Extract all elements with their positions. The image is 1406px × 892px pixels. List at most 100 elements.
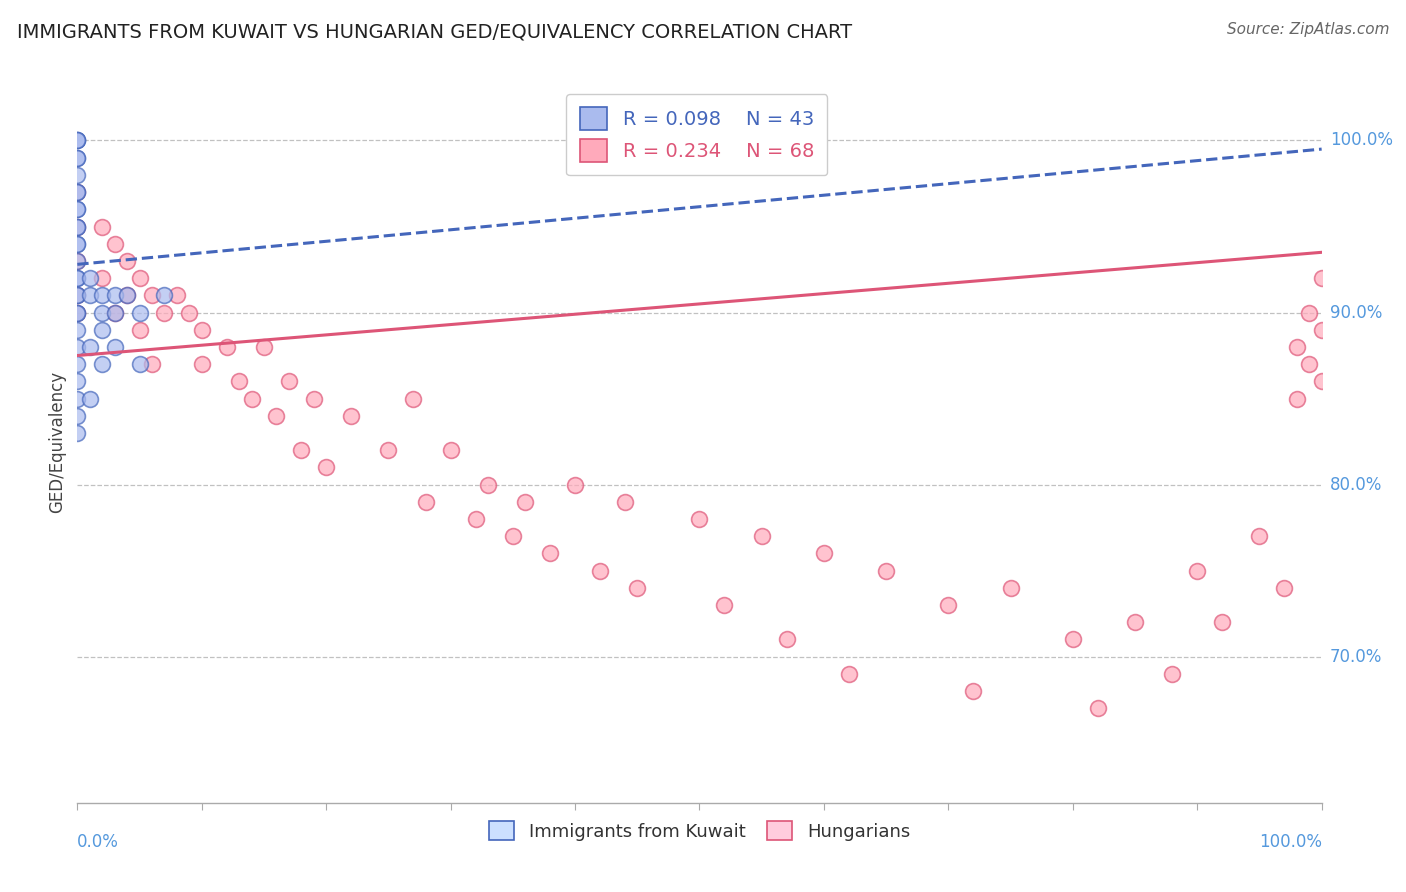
- Point: [153, 305, 176, 319]
- Point: [228, 375, 250, 389]
- Point: [66, 305, 89, 319]
- Point: [538, 546, 561, 560]
- Point: [66, 288, 89, 302]
- Point: [713, 598, 735, 612]
- Point: [79, 271, 101, 285]
- Point: [79, 392, 101, 406]
- Point: [66, 409, 89, 423]
- Point: [1298, 357, 1320, 371]
- Point: [813, 546, 835, 560]
- Point: [66, 305, 89, 319]
- Point: [66, 271, 89, 285]
- Point: [589, 564, 612, 578]
- Point: [91, 271, 114, 285]
- Point: [66, 185, 89, 199]
- Point: [377, 443, 399, 458]
- Point: [1285, 392, 1308, 406]
- Point: [66, 168, 89, 182]
- Point: [415, 494, 437, 508]
- Point: [104, 340, 127, 354]
- Point: [66, 305, 89, 319]
- Point: [66, 392, 89, 406]
- Point: [66, 133, 89, 147]
- Text: 0.0%: 0.0%: [77, 833, 120, 851]
- Point: [775, 632, 797, 647]
- Point: [66, 202, 89, 217]
- Point: [1087, 701, 1109, 715]
- Point: [477, 477, 499, 491]
- Text: 80.0%: 80.0%: [1330, 475, 1382, 493]
- Point: [502, 529, 524, 543]
- Point: [66, 253, 89, 268]
- Point: [66, 323, 89, 337]
- Point: [128, 305, 150, 319]
- Point: [66, 151, 89, 165]
- Point: [613, 494, 636, 508]
- Point: [1000, 581, 1022, 595]
- Point: [1249, 529, 1271, 543]
- Point: [1310, 323, 1333, 337]
- Point: [875, 564, 897, 578]
- Text: 100.0%: 100.0%: [1258, 833, 1322, 851]
- Point: [277, 375, 299, 389]
- Point: [66, 288, 89, 302]
- Point: [115, 253, 138, 268]
- Point: [240, 392, 263, 406]
- Text: 90.0%: 90.0%: [1330, 303, 1382, 321]
- Point: [153, 288, 176, 302]
- Point: [91, 357, 114, 371]
- Point: [66, 151, 89, 165]
- Text: 70.0%: 70.0%: [1330, 648, 1382, 665]
- Point: [66, 288, 89, 302]
- Point: [115, 288, 138, 302]
- Point: [689, 512, 711, 526]
- Point: [66, 271, 89, 285]
- Point: [91, 288, 114, 302]
- Point: [104, 288, 127, 302]
- Point: [1272, 581, 1295, 595]
- Point: [464, 512, 486, 526]
- Point: [290, 443, 312, 458]
- Point: [66, 357, 89, 371]
- Point: [66, 425, 89, 440]
- Point: [1211, 615, 1233, 630]
- Point: [1161, 666, 1184, 681]
- Point: [838, 666, 860, 681]
- Point: [66, 133, 89, 147]
- Point: [1062, 632, 1084, 647]
- Point: [1185, 564, 1208, 578]
- Point: [66, 219, 89, 234]
- Point: [1298, 305, 1320, 319]
- Point: [104, 305, 127, 319]
- Point: [79, 288, 101, 302]
- Point: [66, 185, 89, 199]
- Point: [1310, 375, 1333, 389]
- Point: [128, 323, 150, 337]
- Point: [302, 392, 325, 406]
- Text: 100.0%: 100.0%: [1330, 131, 1393, 150]
- Point: [128, 357, 150, 371]
- Point: [340, 409, 363, 423]
- Point: [66, 236, 89, 251]
- Point: [1310, 271, 1333, 285]
- Point: [66, 236, 89, 251]
- Point: [66, 219, 89, 234]
- Y-axis label: GED/Equivalency: GED/Equivalency: [48, 370, 66, 513]
- Point: [564, 477, 586, 491]
- Point: [66, 133, 89, 147]
- Point: [66, 219, 89, 234]
- Point: [66, 185, 89, 199]
- Point: [79, 340, 101, 354]
- Point: [66, 375, 89, 389]
- Point: [751, 529, 773, 543]
- Text: Source: ZipAtlas.com: Source: ZipAtlas.com: [1226, 22, 1389, 37]
- Point: [128, 271, 150, 285]
- Point: [266, 409, 288, 423]
- Point: [439, 443, 461, 458]
- Point: [179, 305, 201, 319]
- Point: [91, 219, 114, 234]
- Point: [166, 288, 188, 302]
- Point: [626, 581, 648, 595]
- Point: [66, 202, 89, 217]
- Point: [115, 288, 138, 302]
